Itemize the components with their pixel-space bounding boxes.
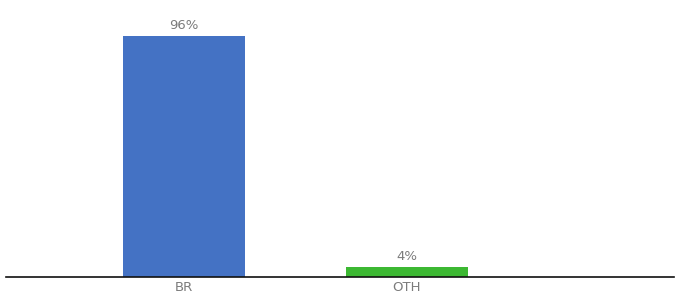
Text: 4%: 4% xyxy=(396,250,418,263)
Bar xyxy=(345,266,469,277)
Text: 96%: 96% xyxy=(169,19,199,32)
Bar xyxy=(122,36,245,277)
